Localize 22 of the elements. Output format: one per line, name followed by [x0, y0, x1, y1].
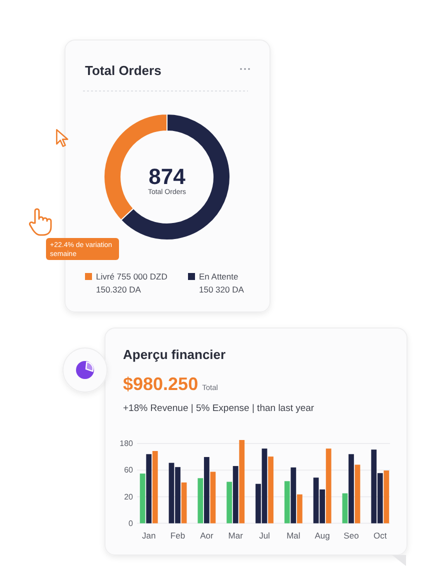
x-tick-label: Aug — [314, 530, 330, 540]
x-tick-label: Jul — [259, 530, 270, 540]
x-tick-label: Mal — [286, 530, 300, 540]
chart-title: Aperçu financier — [123, 347, 226, 362]
x-tick-label: Feb — [170, 530, 186, 540]
y-tick-label: 20 — [124, 492, 134, 502]
x-tick-label: Seo — [344, 530, 360, 540]
text: 150.320 DA — [96, 284, 142, 294]
x-tick-label: Jan — [142, 530, 156, 540]
legend-label: En Attente — [199, 272, 238, 282]
x-tick-label: Mar — [228, 530, 244, 540]
text: $980.250 — [123, 374, 198, 394]
chart-title: Total Orders — [85, 63, 162, 78]
y-tick-label: 0 — [128, 518, 134, 528]
y-tick-label: 60 — [124, 466, 134, 475]
y-tick-label: 180 — [120, 439, 134, 448]
chart-subtitle: +18% Revenue | 5% Expense | than last year — [123, 403, 314, 414]
text: 150 320 DA — [199, 284, 244, 294]
x-tick-label: Aor — [200, 530, 214, 540]
text: 874 — [148, 164, 186, 189]
x-tick-label: Oct — [374, 530, 388, 540]
legend-label: Livré 755 000 DZD — [96, 272, 168, 282]
